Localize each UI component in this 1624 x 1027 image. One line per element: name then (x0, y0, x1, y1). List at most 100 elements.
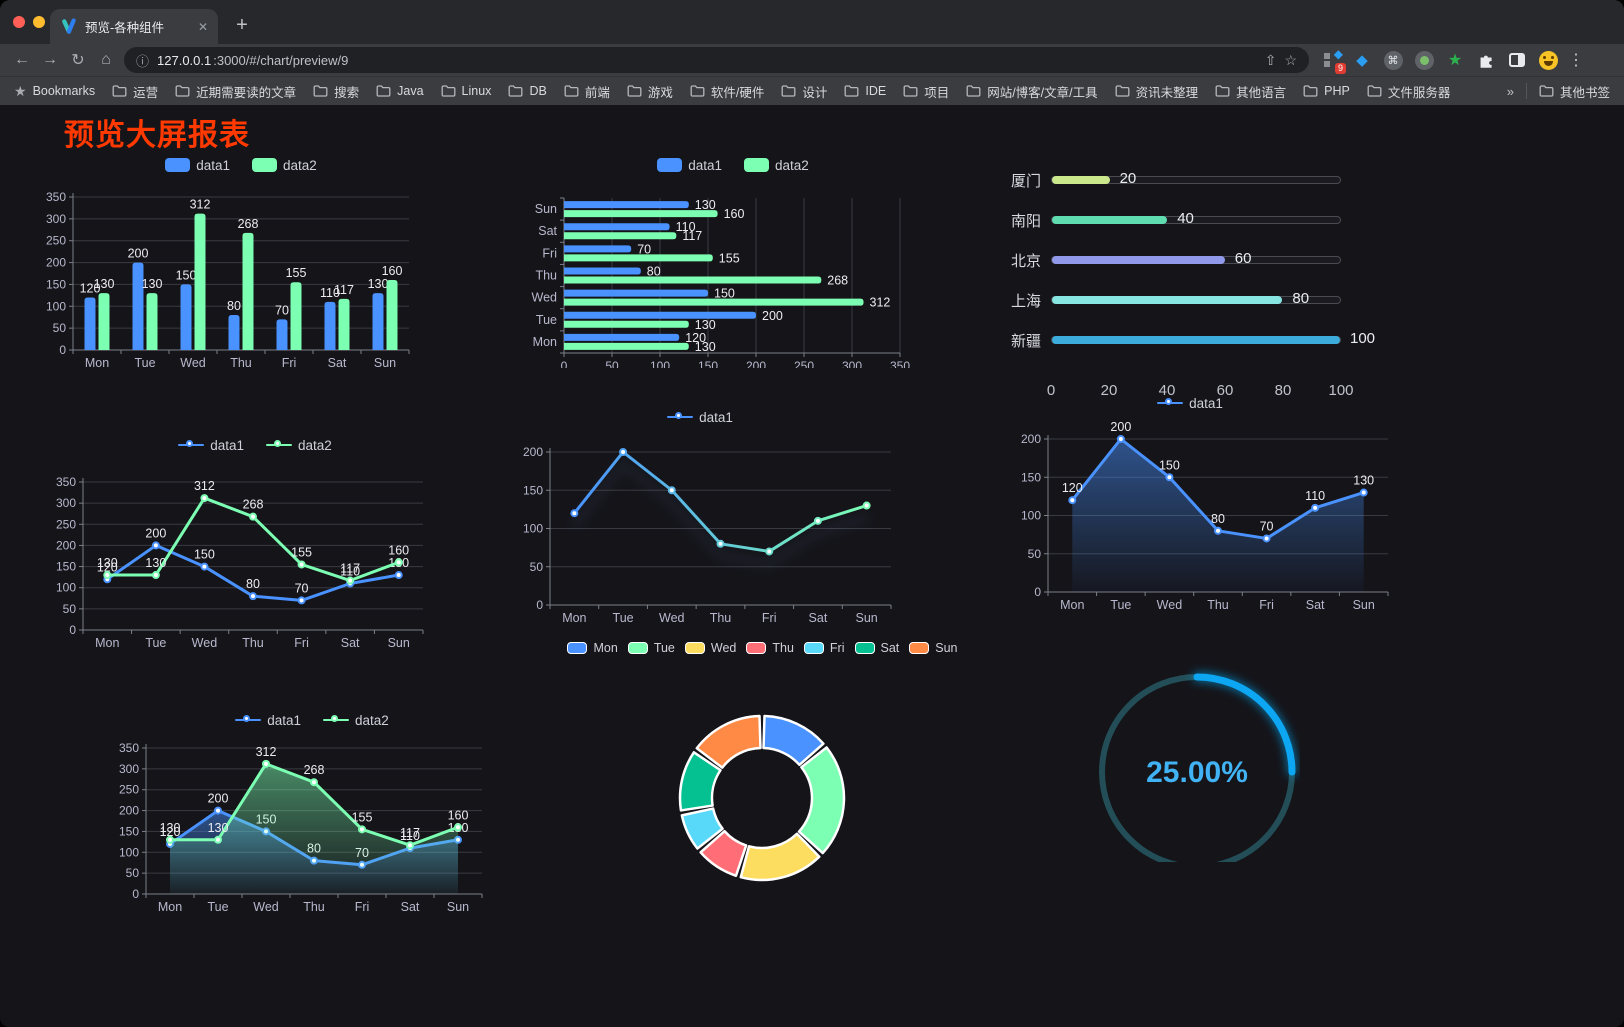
tab-close-icon[interactable]: ✕ (197, 19, 208, 34)
folder-icon (903, 85, 918, 97)
legend-item[interactable]: Sat (854, 641, 899, 655)
devtools-extension-icon[interactable]: ◆ 9 (1321, 47, 1346, 74)
back-button[interactable]: ← (14, 51, 30, 68)
legend-item[interactable]: data1 (235, 713, 301, 728)
svg-text:Sun: Sun (388, 636, 410, 648)
side-panel-icon[interactable] (1507, 50, 1527, 70)
folder-icon (966, 85, 981, 97)
home-button[interactable]: ⌂ (101, 51, 111, 68)
svg-text:Thu: Thu (242, 636, 264, 648)
legend-item[interactable]: data1 (1157, 396, 1223, 411)
svg-text:120: 120 (1062, 481, 1083, 495)
bookmark-folder[interactable]: 游戏 (627, 82, 673, 101)
legend-item[interactable]: data2 (266, 438, 332, 453)
minimize-window-button[interactable] (33, 16, 45, 28)
reload-button[interactable]: ↻ (71, 52, 85, 69)
bookmark-folder[interactable]: 项目 (903, 82, 949, 101)
close-window-button[interactable] (13, 16, 25, 28)
chart-progress: 厦门 20 南阳 40 北京 60 上海 80 新疆 100 0 20 40 60 80 100 (1005, 152, 1376, 399)
url-path: :3000/#/chart/preview/9 (213, 52, 349, 68)
legend-item[interactable]: data2 (323, 713, 389, 728)
bookmark-star-icon[interactable]: ☆ (1284, 51, 1297, 68)
svg-text:120: 120 (685, 331, 706, 345)
bookmark-folder[interactable]: Java (376, 82, 424, 101)
svg-text:110: 110 (400, 829, 420, 843)
legend-marker (744, 158, 769, 172)
bookmark-folder[interactable]: PHP (1303, 82, 1350, 101)
site-info-icon[interactable]: ⓘ (136, 53, 150, 69)
svg-text:110: 110 (320, 286, 340, 300)
recorder-extension-icon[interactable] (1414, 50, 1434, 70)
legend-item[interactable]: Thu (746, 641, 794, 655)
legend-item[interactable]: data2 (252, 158, 317, 173)
legend-item[interactable]: Tue (627, 641, 675, 655)
svg-text:350: 350 (46, 190, 66, 204)
bookmark-folder[interactable]: 设计 (781, 82, 827, 101)
profile-avatar-icon[interactable] (1538, 50, 1558, 70)
svg-text:150: 150 (46, 277, 66, 291)
bookmark-folder[interactable]: 网站/博客/文章/工具 (966, 82, 1098, 101)
chart-legend: data1 data2 (523, 156, 943, 174)
legend-item[interactable]: Sun (909, 641, 958, 655)
new-tab-button[interactable]: + (236, 13, 248, 36)
bookmark-folder[interactable]: 运营 (112, 82, 158, 101)
svg-text:Sun: Sun (1353, 598, 1375, 612)
bookmarks-overflow-icon[interactable]: » (1506, 83, 1514, 99)
folder-icon (441, 85, 455, 97)
svg-text:Wed: Wed (1157, 598, 1183, 612)
bookmark-folder[interactable]: 前端 (564, 82, 610, 101)
progress-row: 北京 60 (1005, 245, 1375, 275)
legend-item[interactable]: Fri (803, 641, 845, 655)
legend-item[interactable]: Mon (567, 641, 618, 655)
svg-text:Tue: Tue (613, 611, 634, 625)
folder-icon (508, 85, 523, 97)
extension-badge: 9 (1334, 63, 1346, 74)
browser-menu-icon[interactable]: ⋮ (1568, 52, 1584, 69)
svg-text:117: 117 (334, 283, 354, 297)
chart-legend: data1 (990, 394, 1390, 412)
bookmark-folder[interactable]: 软件/硬件 (690, 82, 764, 101)
svg-text:70: 70 (295, 581, 309, 595)
bookmark-folder[interactable]: 搜索 (313, 82, 359, 101)
bookmark-folder[interactable]: IDE (844, 82, 886, 101)
other-bookmarks[interactable]: 其他书签 (1539, 82, 1610, 101)
puzzle-extensions-icon[interactable] (1476, 50, 1496, 70)
share-icon[interactable]: ⇧ (1264, 51, 1277, 68)
folder-icon (1539, 85, 1554, 97)
address-bar[interactable]: ⓘ 127.0.0.1 :3000/#/chart/preview/9 ⇧ ☆ (124, 47, 1309, 73)
forward-button[interactable]: → (42, 51, 58, 68)
svg-text:100: 100 (1021, 509, 1041, 523)
progress-value: 100 (1350, 330, 1376, 347)
folder-icon (627, 85, 642, 97)
legend-item[interactable]: data1 (657, 158, 722, 173)
legend-item[interactable]: Wed (684, 641, 736, 655)
chart-line-area: data1 0 50 100 150 200 Mon Tue Wed Thu Fri Sat Sun 12… (990, 388, 1390, 613)
gem-extension-icon[interactable]: ◆ (1356, 52, 1368, 69)
progress-row: 上海 80 (1005, 285, 1375, 315)
legend-marker (235, 714, 262, 726)
bookmark-folder[interactable]: Linux (441, 82, 491, 101)
svg-text:50: 50 (63, 602, 77, 616)
legend-item[interactable]: data1 (165, 158, 230, 173)
bookmark-folder[interactable]: DB (508, 82, 547, 101)
bookmark-folder[interactable]: 其他语言 (1215, 82, 1286, 101)
legend-item[interactable]: data1 (178, 438, 244, 453)
svg-text:Tue: Tue (207, 900, 228, 914)
star-extension-icon[interactable]: ★ (1447, 52, 1463, 69)
legend-item[interactable]: data1 (667, 410, 733, 425)
svg-text:117: 117 (340, 562, 360, 576)
svg-text:80: 80 (227, 299, 241, 313)
bookmark-folder[interactable]: 资讯未整理 (1115, 82, 1198, 101)
svg-text:Thu: Thu (535, 269, 557, 283)
command-extension-icon[interactable]: ⌘ (1383, 50, 1403, 70)
bookmark-folder[interactable]: 近期需要读的文章 (175, 82, 296, 101)
bookmarks-root[interactable]: ★ Bookmarks (14, 83, 95, 100)
legend-marker (567, 642, 588, 654)
legend-item[interactable]: data2 (744, 158, 809, 173)
svg-text:50: 50 (126, 866, 140, 880)
bookmark-folder[interactable]: 文件服务器 (1367, 82, 1450, 101)
legend-marker (627, 642, 648, 654)
legend-marker (854, 642, 875, 654)
browser-tab[interactable]: 预览-各种组件 ✕ (50, 9, 218, 44)
